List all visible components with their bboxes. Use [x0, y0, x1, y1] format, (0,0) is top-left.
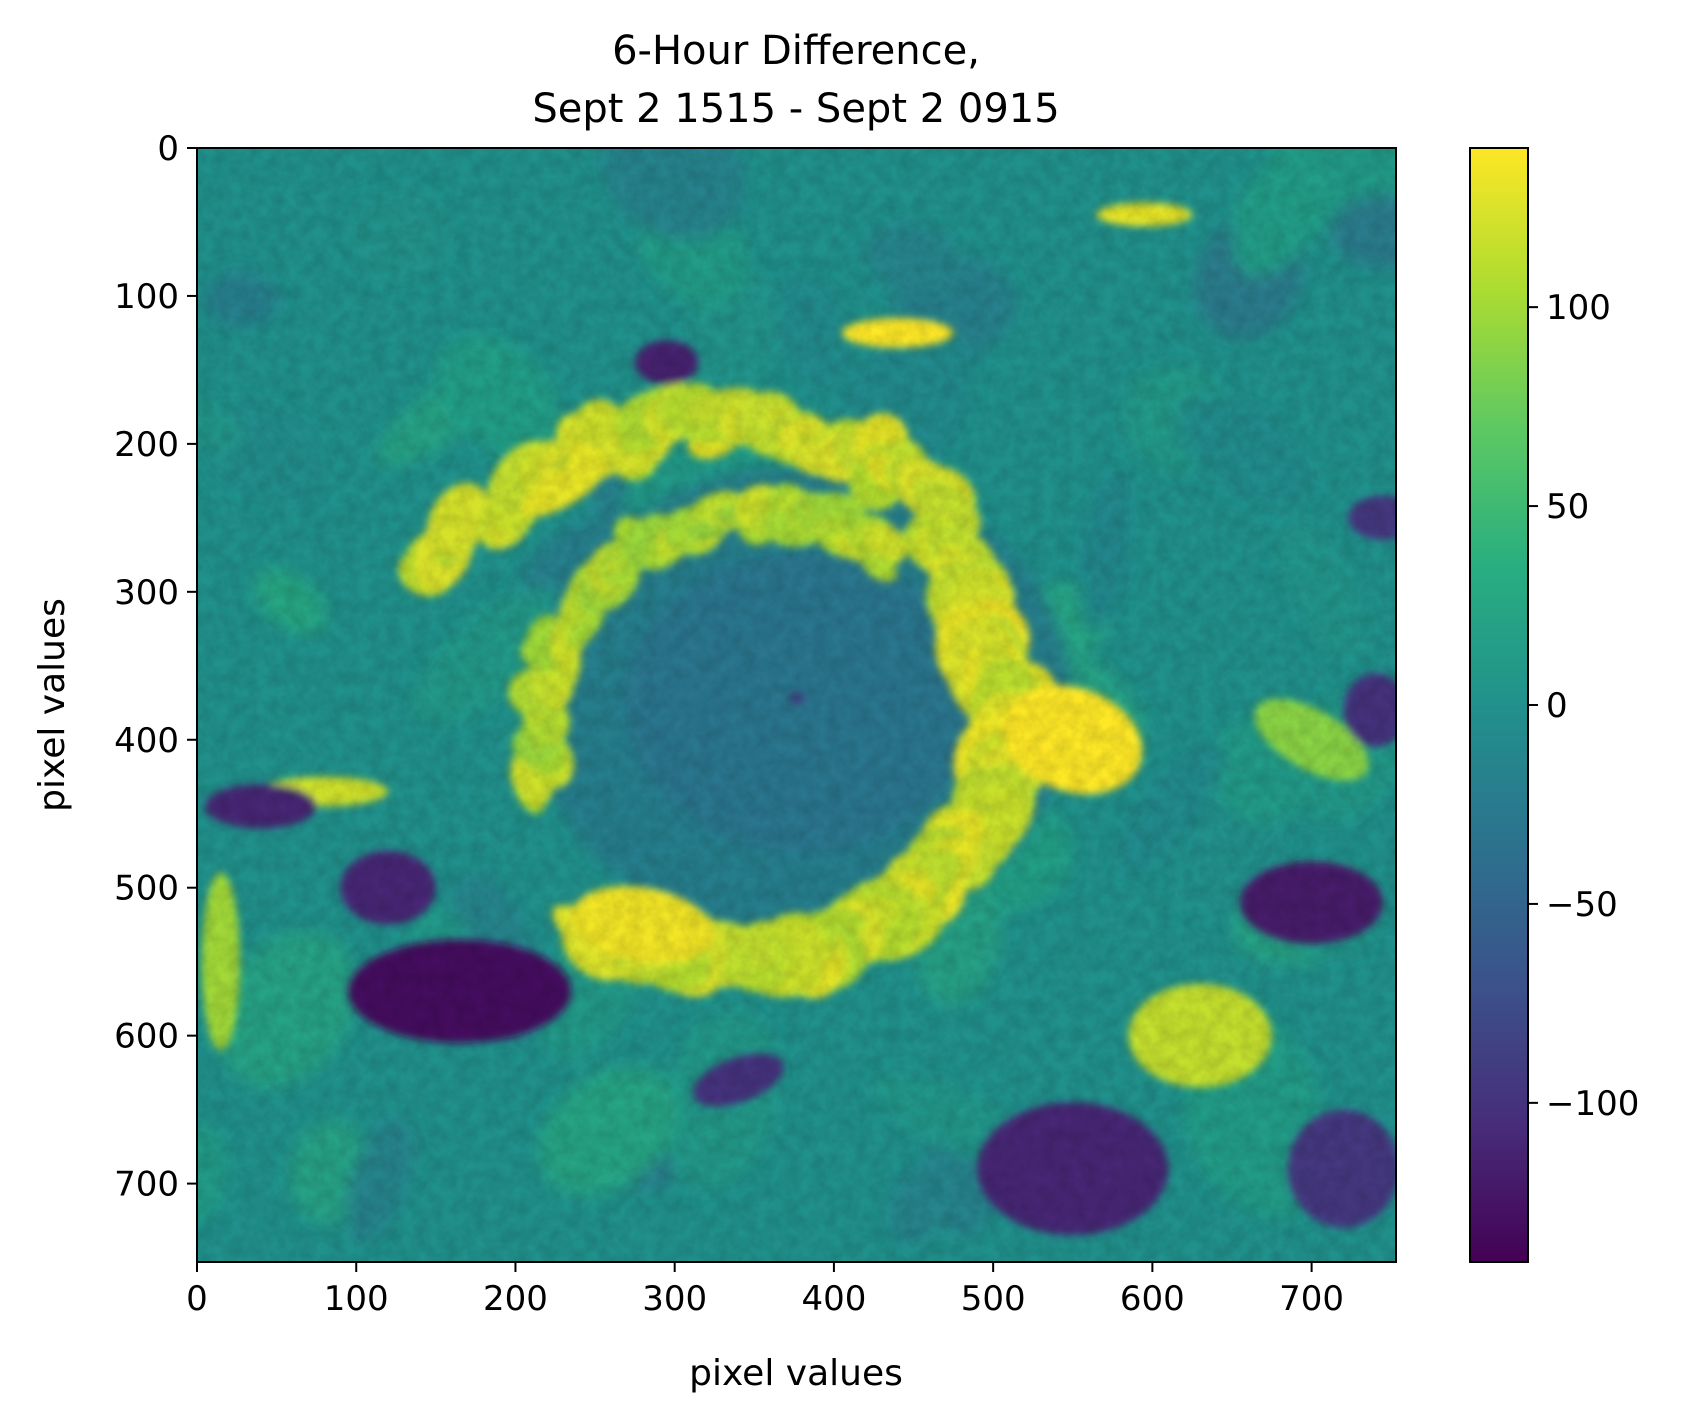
y-tick-label: 600: [114, 1017, 179, 1057]
x-tick-label: 500: [961, 1279, 1026, 1319]
x-axis-label: pixel values: [689, 1353, 903, 1394]
chart-title-line-1: 6-Hour Difference,: [612, 28, 980, 74]
x-tick-label: 700: [1279, 1279, 1344, 1319]
colorbar-tick-label: −100: [1546, 1084, 1639, 1124]
colorbar-tick-label: −50: [1546, 885, 1618, 925]
y-tick-label: 700: [114, 1165, 179, 1205]
y-tick-label: 500: [114, 869, 179, 909]
heatmap-image: [197, 148, 1396, 1262]
x-tick-label: 0: [186, 1279, 208, 1319]
colorbar-gradient: [1469, 147, 1529, 1263]
colorbar-tick-label: 0: [1546, 686, 1568, 726]
x-tick-label: 400: [801, 1279, 866, 1319]
y-tick-label: 300: [114, 573, 179, 613]
y-tick-label: 200: [114, 425, 179, 465]
colorbar-tick-label: 100: [1546, 288, 1611, 328]
x-tick-label: 300: [642, 1279, 707, 1319]
y-axis-label: pixel values: [32, 598, 73, 812]
y-tick-label: 400: [114, 721, 179, 761]
chart-title-line-2: Sept 2 1515 - Sept 2 0915: [532, 86, 1059, 132]
y-tick-label: 0: [157, 129, 179, 169]
x-tick-label: 100: [324, 1279, 389, 1319]
colorbar-tick-label: 50: [1546, 487, 1589, 527]
plot-frame: [196, 147, 1397, 1263]
colorbar-ticks: −100 −50 0 50 100: [1528, 288, 1639, 1124]
x-tick-label: 600: [1120, 1279, 1185, 1319]
y-axis: 0 100 200 300 400 500 600 700: [114, 129, 197, 1205]
y-tick-label: 100: [114, 277, 179, 317]
colorbar: −100 −50 0 50 100: [1469, 147, 1639, 1263]
x-tick-label: 200: [483, 1279, 548, 1319]
x-axis: 0 100 200 300 400 500 600 700: [186, 1262, 1344, 1319]
